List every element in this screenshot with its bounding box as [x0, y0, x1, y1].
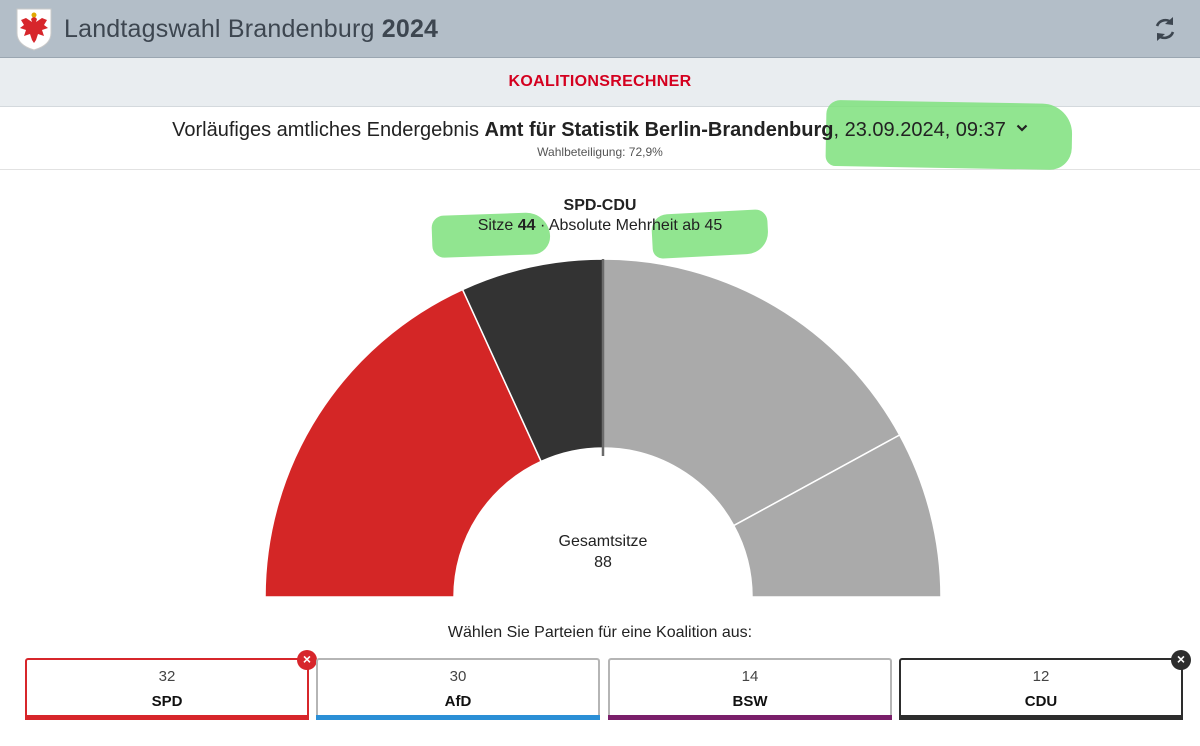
coalition-name: SPD-CDU	[563, 197, 637, 214]
party-seats: 12	[1032, 668, 1050, 685]
app-title-text: Landtagswahl Brandenburg	[64, 15, 375, 43]
result-prefix: Vorläufiges amtliches Endergebnis	[172, 119, 479, 141]
chart-slice-spd-0	[264, 288, 543, 598]
party-seats: 30	[449, 668, 467, 685]
app-title-year: 2024	[381, 15, 439, 43]
party-color-bar	[25, 715, 309, 720]
seats-separator: ·	[535, 217, 549, 234]
party-card-afd[interactable]: 30 AfD	[316, 658, 600, 720]
total-seats-label: Gesamtsitze	[558, 533, 648, 550]
party-card-bsw[interactable]: 14 BSW	[608, 658, 892, 720]
app-header: Landtagswahl Brandenburg 2024	[0, 0, 1200, 58]
brandenburg-eagle-icon	[16, 8, 52, 51]
refresh-icon[interactable]	[1150, 14, 1180, 44]
total-seats: Gesamtsitze 88	[503, 531, 703, 573]
close-icon[interactable]: ×	[1171, 650, 1191, 670]
result-selector: Vorläufiges amtliches Endergebnis Amt fü…	[0, 99, 1200, 171]
coalition-seats: Sitze 44 · Absolute Mehrheit ab 45	[0, 217, 1200, 235]
result-dropdown[interactable]: Vorläufiges amtliches Endergebnis Amt fü…	[0, 119, 1200, 142]
tab-koalitionsrechner[interactable]: KOALITIONSRECHNER	[508, 73, 692, 90]
seats-label: Sitze	[477, 217, 514, 234]
party-seats: 14	[741, 668, 759, 685]
seat-distribution-chart	[264, 258, 942, 598]
party-name: AfD	[444, 693, 472, 710]
party-color-bar	[899, 715, 1183, 720]
result-datetime: 23.09.2024, 09:37	[844, 119, 1006, 141]
party-name: CDU	[1024, 693, 1058, 710]
majority-text: Absolute Mehrheit ab 45	[548, 217, 723, 234]
choose-parties-label: Wählen Sie Parteien für eine Koalition a…	[447, 624, 753, 641]
chart-slice-rest-3	[732, 433, 942, 598]
party-card-cdu[interactable]: 12 CDU ×	[899, 650, 1191, 720]
party-color-bar	[316, 715, 600, 720]
app-title: Landtagswahl Brandenburg 2024	[64, 15, 438, 44]
party-card-spd[interactable]: 32 SPD ×	[25, 650, 317, 720]
total-seats-value: 88	[594, 554, 612, 571]
party-name: SPD	[151, 693, 183, 710]
subnav-bar: KOALITIONSRECHNER	[0, 58, 1200, 107]
party-name: BSW	[732, 693, 768, 710]
turnout-text: Wahlbeteiligung: 72,9%	[537, 145, 663, 159]
party-color-bar	[608, 715, 892, 720]
chart-slice-rest-2	[602, 258, 901, 527]
close-icon[interactable]: ×	[297, 650, 317, 670]
chevron-down-icon[interactable]	[1016, 122, 1028, 134]
result-source: Amt für Statistik Berlin-Brandenburg	[484, 119, 834, 141]
seats-value: 44	[517, 217, 536, 234]
party-seats: 32	[158, 668, 176, 685]
